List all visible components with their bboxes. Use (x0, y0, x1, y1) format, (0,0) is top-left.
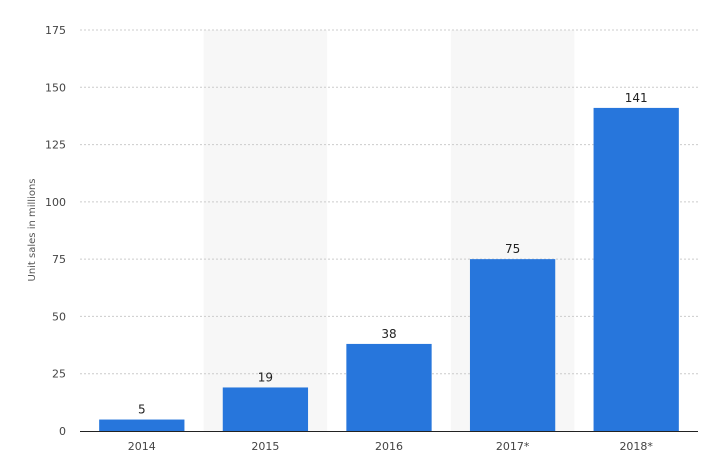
x-axis-ticks: 2014 2015 2016 2017* 2018* (128, 440, 654, 453)
bar (222, 387, 309, 431)
data-label: 75 (505, 242, 520, 256)
data-label: 141 (625, 91, 648, 105)
x-tick-label: 2018* (619, 440, 653, 453)
y-tick-label: 100 (45, 196, 66, 209)
data-labels: 5 19 38 75 141 (138, 91, 648, 417)
bar (99, 419, 185, 431)
y-axis-ticks: 0 25 50 75 100 125 150 175 (45, 24, 66, 438)
bar (346, 343, 432, 431)
x-tick-label: 2014 (128, 440, 156, 453)
y-axis-label: Unit sales in millions (27, 178, 38, 281)
data-label: 5 (138, 403, 146, 417)
y-tick-label: 0 (59, 425, 66, 438)
bar (593, 107, 679, 431)
y-tick-label: 75 (52, 253, 66, 266)
y-tick-label: 50 (52, 310, 66, 323)
x-tick-label: 2015 (251, 440, 279, 453)
y-tick-label: 25 (52, 368, 66, 381)
bar (469, 259, 556, 431)
data-label: 19 (258, 370, 273, 384)
data-label: 38 (381, 327, 396, 341)
x-tick-label: 2016 (375, 440, 403, 453)
x-tick-label: 2017* (496, 440, 530, 453)
column-shade (203, 30, 328, 431)
y-tick-label: 175 (45, 24, 66, 37)
y-tick-label: 125 (45, 139, 66, 152)
y-tick-label: 150 (45, 81, 66, 94)
bars (99, 107, 679, 431)
column-shading (203, 30, 575, 431)
